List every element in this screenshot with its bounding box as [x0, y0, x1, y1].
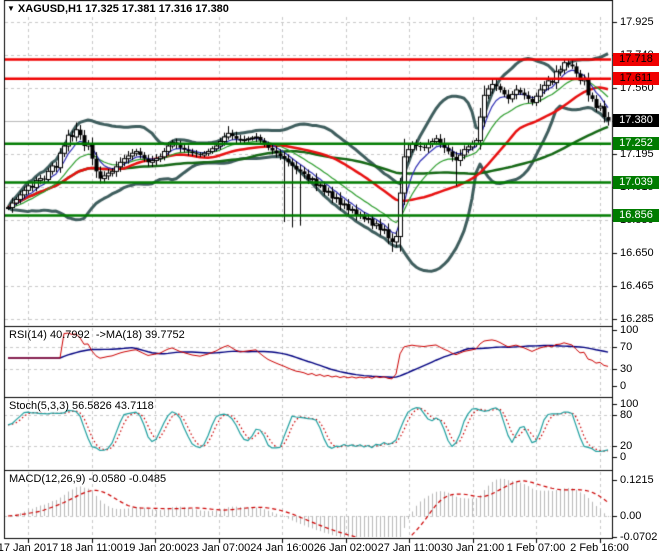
chart-title: ▼ XAGUSD,H1 17.325 17.381 17.316 17.380	[7, 3, 229, 15]
stoch-axis-label: 100	[620, 398, 639, 410]
rsi-axis-label: 0	[620, 380, 627, 392]
time-axis-label: 27 Jan 11:00	[377, 542, 441, 554]
time-axis-label: 26 Jan 02:00	[313, 542, 378, 554]
rsi-axis-label: 70	[620, 340, 633, 353]
time-axis[interactable]: 17 Jan 2017 18 Jan 11:00 19 Jan 20:00 23 Ja…	[0, 540, 660, 560]
rsi-label: RSI(14) 40.7992 ->MA(18) 39.7752	[9, 329, 185, 341]
stoch-axis-label: 20	[620, 440, 633, 453]
symbol-name: XAGUSD,H1	[17, 3, 83, 15]
stoch-axis-label: 0	[620, 451, 627, 463]
time-axis-label: 30 Jan 21:00	[440, 542, 505, 554]
time-axis-label: 23 Jan 07:00	[186, 542, 251, 554]
macd-label: MACD(12,26,9) -0.0580 -0.0485	[9, 473, 167, 485]
price-badge: 17.718	[613, 52, 659, 66]
symbol-dropdown-icon[interactable]: ▼	[7, 4, 15, 13]
price-axis-label: 17.925	[620, 16, 654, 28]
time-axis-label: 24 Jan 16:00	[250, 542, 314, 554]
price-badge: 16.856	[613, 209, 659, 223]
ohlc-quotes: 17.325 17.381 17.316 17.380	[85, 3, 229, 15]
price-axis-label: 16.650	[620, 246, 654, 259]
time-axis-label: 18 Jan 11:00	[60, 542, 123, 554]
time-axis-label: 1 Feb 07:00	[506, 542, 566, 554]
price-axis-label: 16.465	[620, 280, 654, 293]
price-badge: 17.252	[613, 137, 659, 151]
rsi-axis-label: 30	[620, 363, 633, 376]
stoch-label: Stoch(5,3,3) 56.5826 43.7118	[9, 400, 154, 412]
price-axis-label: 16.285	[620, 312, 654, 325]
rsi-axis-label: 100	[620, 324, 639, 336]
price-axis-label: 17.195	[620, 148, 654, 161]
price-badge: 17.611	[613, 72, 659, 86]
price-badge: 17.380	[613, 114, 659, 128]
macd-axis-label: 0.1215	[620, 474, 654, 487]
price-axis[interactable]: 17.92517.74017.56017.38017.19517.01516.8…	[613, 0, 660, 543]
macd-axis-label: 0.00	[620, 510, 642, 522]
macd-axis-label: -0.0702	[620, 530, 658, 543]
time-axis-label: 17 Jan 2017	[0, 542, 59, 554]
price-badge: 17.039	[613, 175, 659, 189]
time-axis-label: 2 Feb 16:00	[570, 542, 629, 554]
time-axis-label: 19 Jan 20:00	[123, 542, 187, 554]
stoch-axis-label: 80	[620, 408, 633, 421]
